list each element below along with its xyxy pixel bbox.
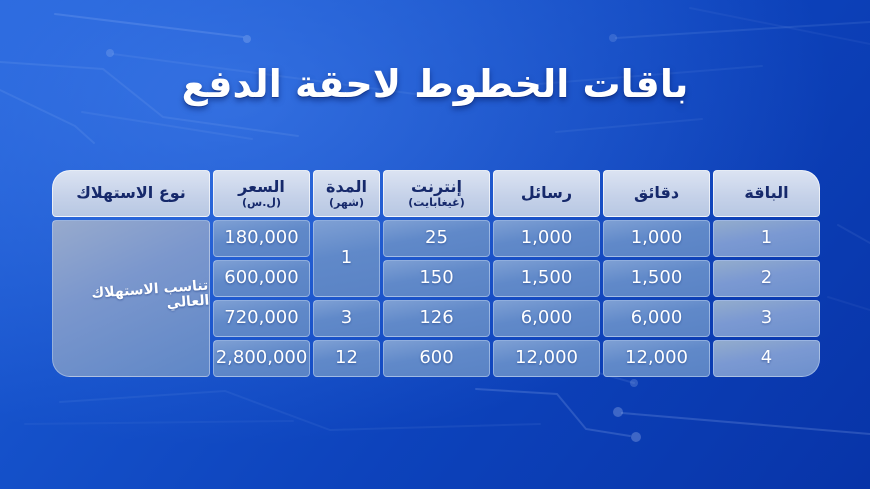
minutes-row-3: 6,000 — [603, 300, 710, 337]
messages-row-2: 1,500 — [493, 260, 600, 297]
minutes-row-1: 1,000 — [603, 220, 710, 257]
column-header-internet-label: إنترنت — [411, 176, 462, 196]
price-syp-row-2: 600,000 — [213, 260, 310, 297]
messages-row-3: 6,000 — [493, 300, 600, 337]
packages-table: الباقة دقائق رسائل إنترنت (غيغابايت) الم… — [52, 170, 820, 377]
column-header-minutes-label: دقائق — [633, 183, 680, 203]
minutes-row-4: 12,000 — [603, 340, 710, 377]
price-syp-row-3: 720,000 — [213, 300, 310, 337]
internet-gb-row-3: 126 — [383, 300, 490, 337]
internet-gb-row-1: 25 — [383, 220, 490, 257]
column-header-package: الباقة — [713, 170, 820, 217]
page-title: باقات الخطوط لاحقة الدفع — [181, 62, 689, 106]
package-number-row-2: 2 — [713, 260, 820, 297]
price-syp-row-4: 2,800,000 — [213, 340, 310, 377]
column-header-duration: المدة (شهر) — [313, 170, 380, 217]
consumption-type-merged-cell: تناسب الاستهلاك العالي — [52, 220, 210, 377]
column-header-messages-label: رسائل — [520, 183, 573, 203]
internet-gb-row-2: 150 — [383, 260, 490, 297]
duration-months-row-3: 3 — [313, 300, 380, 337]
column-header-consumption-type-label: نوع الاستهلاك — [76, 183, 186, 203]
column-header-price-unit: (ل.س) — [242, 195, 281, 209]
column-header-consumption-type: نوع الاستهلاك — [52, 170, 210, 217]
package-number-row-1: 1 — [713, 220, 820, 257]
minutes-row-2: 1,500 — [603, 260, 710, 297]
column-header-price-label: السعر — [238, 176, 285, 196]
column-header-internet-unit: (غيغابايت) — [408, 195, 465, 209]
column-header-duration-unit: (شهر) — [329, 195, 364, 209]
messages-row-1: 1,000 — [493, 220, 600, 257]
duration-months-rows-1-2-merged: 1 — [313, 220, 380, 297]
internet-gb-row-4: 600 — [383, 340, 490, 377]
price-syp-row-1: 180,000 — [213, 220, 310, 257]
column-header-package-label: الباقة — [744, 183, 789, 203]
package-number-row-3: 3 — [713, 300, 820, 337]
column-header-price: السعر (ل.س) — [213, 170, 310, 217]
consumption-type-note: تناسب الاستهلاك العالي — [90, 277, 210, 311]
column-header-minutes: دقائق — [603, 170, 710, 217]
column-header-messages: رسائل — [493, 170, 600, 217]
package-number-row-4: 4 — [713, 340, 820, 377]
column-header-internet: إنترنت (غيغابايت) — [383, 170, 490, 217]
duration-months-row-4: 12 — [313, 340, 380, 377]
messages-row-4: 12,000 — [493, 340, 600, 377]
column-header-duration-label: المدة — [326, 176, 367, 196]
